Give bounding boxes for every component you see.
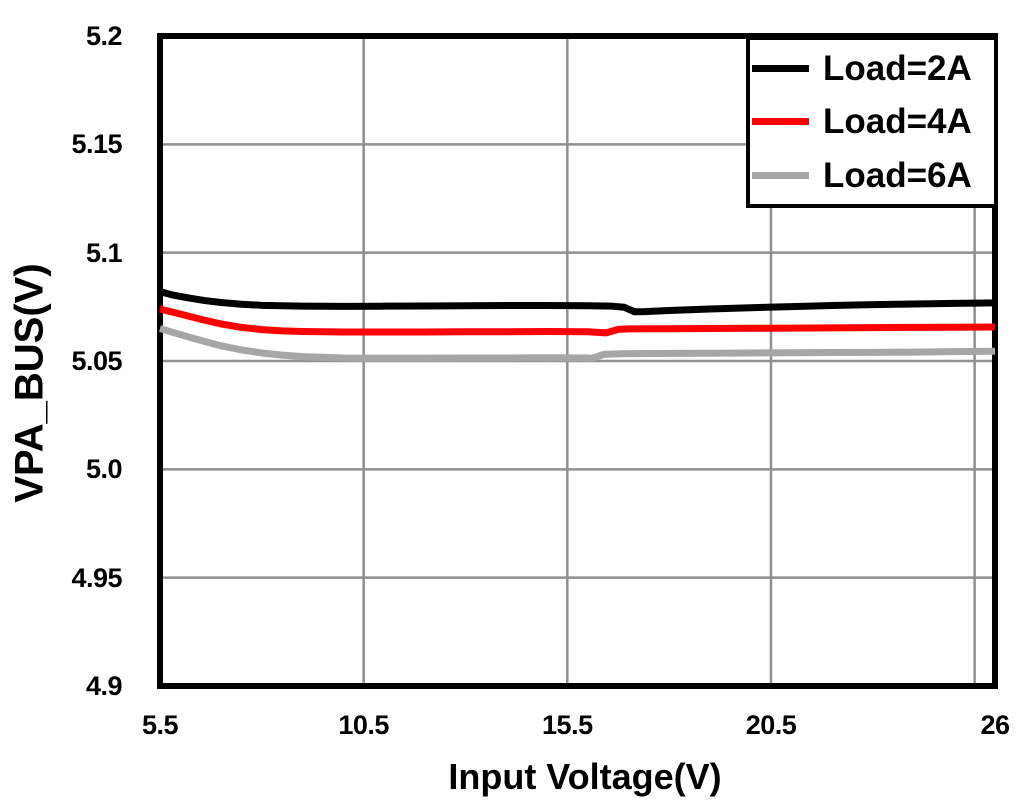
y-axis-title: VPA_BUS(V) (7, 263, 52, 503)
y-tick-label: 5.1 (85, 237, 123, 268)
y-tick-label: 4.9 (85, 671, 123, 701)
legend: Load=2A Load=4A Load=6A (746, 36, 998, 208)
y-tick-label: 5.2 (85, 21, 123, 51)
series-line-load-2a (159, 288, 996, 316)
x-tick-label: 15.5 (542, 710, 593, 740)
x-axis-title: Input Voltage(V) (448, 756, 722, 797)
y-tick-label: 5.05 (71, 346, 122, 376)
x-tick-label: 26 (980, 710, 1010, 740)
legend-swatch-load-2a (752, 65, 809, 73)
x-tick-label: 5.5 (141, 710, 179, 740)
legend-label-load-4a: Load=4A (823, 102, 972, 142)
plot-frame (157, 33, 998, 689)
legend-label-load-6a: Load=6A (823, 155, 972, 195)
legend-item-load-6a: Load=6A (750, 158, 994, 193)
series-line-load-6a (158, 325, 996, 362)
legend-swatch-load-4a (752, 118, 809, 126)
series-line-load-4a (159, 305, 996, 337)
x-tick-label: 20.5 (745, 710, 797, 740)
legend-item-load-2a: Load=2A (750, 51, 994, 86)
legend-item-load-4a: Load=4A (750, 104, 994, 139)
legend-swatch-load-6a (752, 171, 809, 179)
y-tick-label: 4.95 (71, 562, 122, 593)
y-tick-label: 5.0 (85, 454, 123, 485)
legend-label-load-2a: Load=2A (823, 49, 972, 89)
x-tick-label: 10.5 (338, 710, 389, 740)
y-tick-label: 5.15 (71, 129, 122, 160)
